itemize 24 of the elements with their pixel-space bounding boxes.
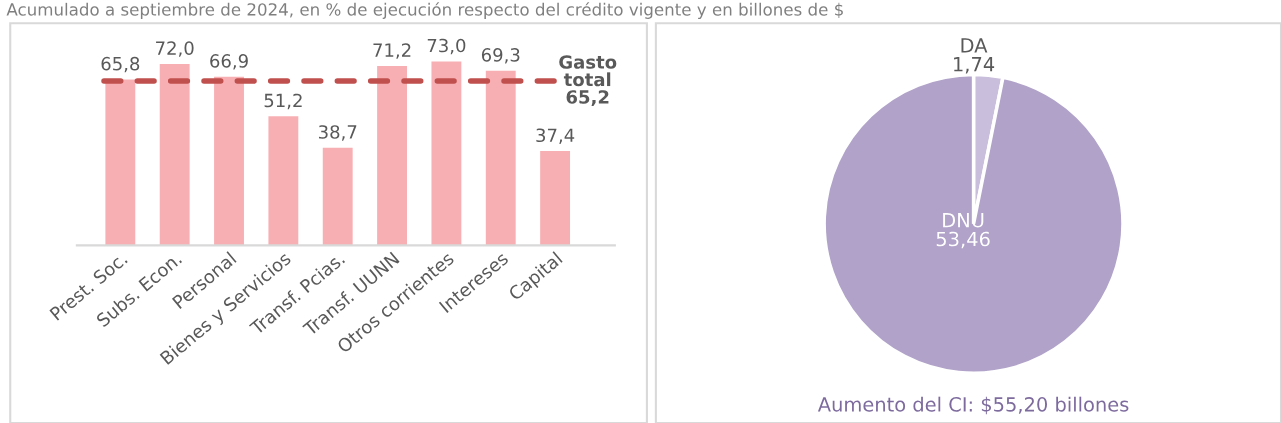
- data-label: 1,74: [954, 57, 995, 74]
- bar: [377, 65, 408, 246]
- bar: [214, 76, 244, 246]
- data-label: 69,3: [481, 48, 520, 64]
- bar: [431, 61, 462, 246]
- slice-label: DA: [961, 38, 988, 53]
- bar: [485, 70, 516, 246]
- data-label: 65,8: [101, 56, 140, 73]
- bar: [159, 63, 190, 246]
- bar: [322, 147, 353, 246]
- bar: [540, 151, 571, 246]
- data-label: 37,4: [536, 128, 575, 144]
- ref-line-label: Gasto total 65,2: [559, 55, 617, 107]
- text: Aumento del CI: $55,20 billones: [817, 396, 1129, 415]
- data-label: 53,46: [936, 231, 990, 249]
- bar: [268, 116, 299, 246]
- data-label: 38,7: [318, 125, 357, 141]
- data-label: 72,0: [156, 41, 194, 57]
- data-label: 71,2: [373, 43, 411, 59]
- data-label: 51,2: [264, 93, 302, 110]
- chart-title: Acumulado a septiembre de 2024, en % de ejecución respecto del crédito vigente y en billones de $: [6, 2, 843, 19]
- data-label: 66,9: [210, 54, 248, 70]
- bar: [105, 79, 136, 246]
- data-label: 73,0: [427, 38, 466, 55]
